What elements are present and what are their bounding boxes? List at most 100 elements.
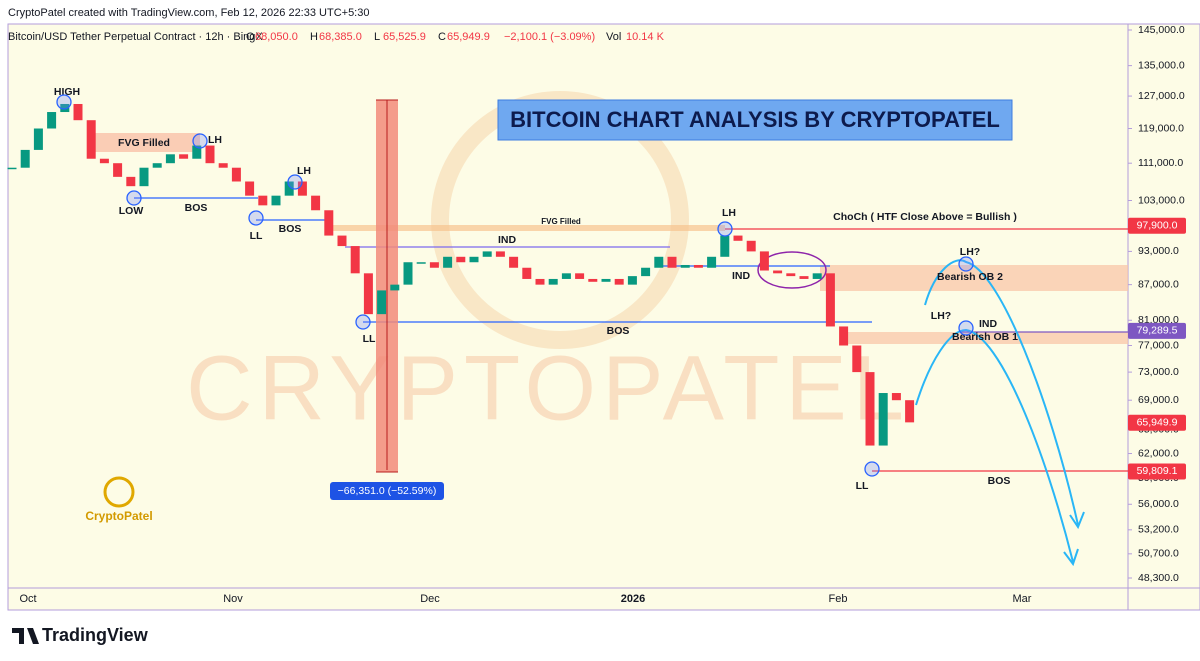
- candle: [614, 278, 624, 285]
- measure-badge: [330, 482, 444, 500]
- candle: [284, 181, 294, 196]
- pivot-marker: [355, 314, 371, 330]
- candle: [839, 326, 849, 346]
- candle: [693, 264, 703, 268]
- candle: [297, 181, 307, 196]
- logo-text: CryptoPatel: [85, 509, 152, 523]
- candle: [509, 256, 519, 268]
- drawings: [134, 197, 1128, 472]
- title-box: [497, 99, 1013, 141]
- annotation: Bearish OB 1: [952, 331, 1018, 343]
- price-tick-label: 119,000.0: [1138, 122, 1184, 134]
- candle: [641, 267, 651, 277]
- candle: [113, 163, 123, 177]
- pivot-marker: [248, 210, 264, 226]
- price-label-box: [1128, 217, 1186, 234]
- price-tick-label: 56,000.0: [1138, 498, 1179, 510]
- candle: [759, 251, 769, 271]
- candle: [812, 273, 822, 279]
- pivot-marker: [56, 94, 72, 110]
- symbol: Bitcoin/USD Tether Perpetual Contract · …: [8, 31, 263, 43]
- ohlc-key: C: [438, 31, 446, 43]
- candle: [852, 345, 862, 373]
- time-axis-pane: [8, 588, 1128, 610]
- pivot-marker: [958, 256, 974, 272]
- ohlc-value: 65,949.9: [447, 31, 490, 43]
- price-label-box: [1128, 414, 1186, 431]
- volume-key: Vol: [606, 31, 621, 43]
- measure-label: −66,351.0 (−52.59%): [338, 485, 437, 497]
- price-tick-label: 73,000.0: [1138, 366, 1179, 378]
- candle: [337, 235, 347, 247]
- projection-arrow: [924, 259, 1079, 526]
- annotation: LL: [856, 480, 869, 492]
- time-label: Mar: [1013, 593, 1032, 605]
- candles: [7, 103, 915, 446]
- candle: [205, 145, 215, 164]
- candle: [535, 278, 545, 285]
- candle: [601, 278, 611, 282]
- candle: [746, 240, 756, 252]
- annotation: IND: [498, 234, 517, 246]
- price-tick-label: 135,000.0: [1138, 59, 1185, 71]
- candle: [20, 149, 30, 168]
- watermark: CRYPTOPATEL: [186, 337, 910, 439]
- price-label: 97,900.0: [1137, 220, 1178, 232]
- arrow-head: [1069, 511, 1085, 530]
- change: −2,100.1 (−3.09%): [504, 31, 595, 43]
- candle: [86, 120, 96, 159]
- logo-mark: [103, 476, 135, 508]
- candle: [575, 273, 585, 279]
- candle: [390, 284, 400, 291]
- price-tick-label: 127,000.0: [1138, 90, 1185, 102]
- annotation: FVG Filled: [118, 137, 170, 149]
- price-tick-label: 111,000.0: [1138, 157, 1183, 169]
- candle: [350, 246, 360, 274]
- annotation: LL: [363, 333, 376, 345]
- candle: [627, 276, 637, 285]
- candle: [231, 167, 241, 182]
- annotation: LH?: [931, 310, 951, 322]
- candle: [720, 235, 730, 257]
- candle: [33, 128, 43, 150]
- pivot-marker: [287, 174, 303, 190]
- annotation: FVG Filled: [541, 217, 581, 226]
- ohlc-value: 65,525.9: [383, 31, 426, 43]
- annotation: LH: [722, 207, 736, 219]
- candle: [99, 158, 109, 164]
- candle: [456, 256, 466, 263]
- candle: [324, 210, 334, 236]
- annotation: IND: [979, 318, 998, 330]
- annotation: IND: [732, 270, 751, 282]
- price-tick-label: 103,000.0: [1138, 194, 1185, 206]
- candle: [878, 393, 888, 446]
- pivot-marker: [126, 190, 142, 206]
- ohlc-key: H: [310, 31, 318, 43]
- annotation: ChoCh ( HTF Close Above = Bullish ): [833, 211, 1017, 223]
- fvg-zone: [92, 133, 200, 152]
- annotation: BOS: [988, 475, 1011, 487]
- candle: [7, 167, 17, 170]
- annotation: LOW: [119, 205, 144, 217]
- annotation: BOS: [279, 223, 302, 235]
- candle: [733, 235, 743, 241]
- ohlc-value: 68,385.0: [319, 31, 362, 43]
- candle: [707, 256, 717, 268]
- volume-value: 10.14 K: [626, 31, 665, 43]
- price-label: 59,809.1: [1137, 465, 1178, 477]
- candle: [588, 278, 598, 282]
- highlight-ellipse: [757, 251, 827, 289]
- candle: [311, 195, 321, 211]
- candle: [667, 256, 677, 268]
- pivot-marker: [958, 320, 974, 336]
- candle: [799, 276, 809, 279]
- footer: [0, 612, 1200, 661]
- annotation: LH: [208, 134, 222, 146]
- price-axis-pane: [1128, 24, 1200, 610]
- pivot-marker: [717, 221, 733, 237]
- ohlc-key: L: [374, 31, 380, 43]
- price-tick-label: 93,000.0: [1138, 245, 1179, 257]
- candle: [786, 273, 796, 277]
